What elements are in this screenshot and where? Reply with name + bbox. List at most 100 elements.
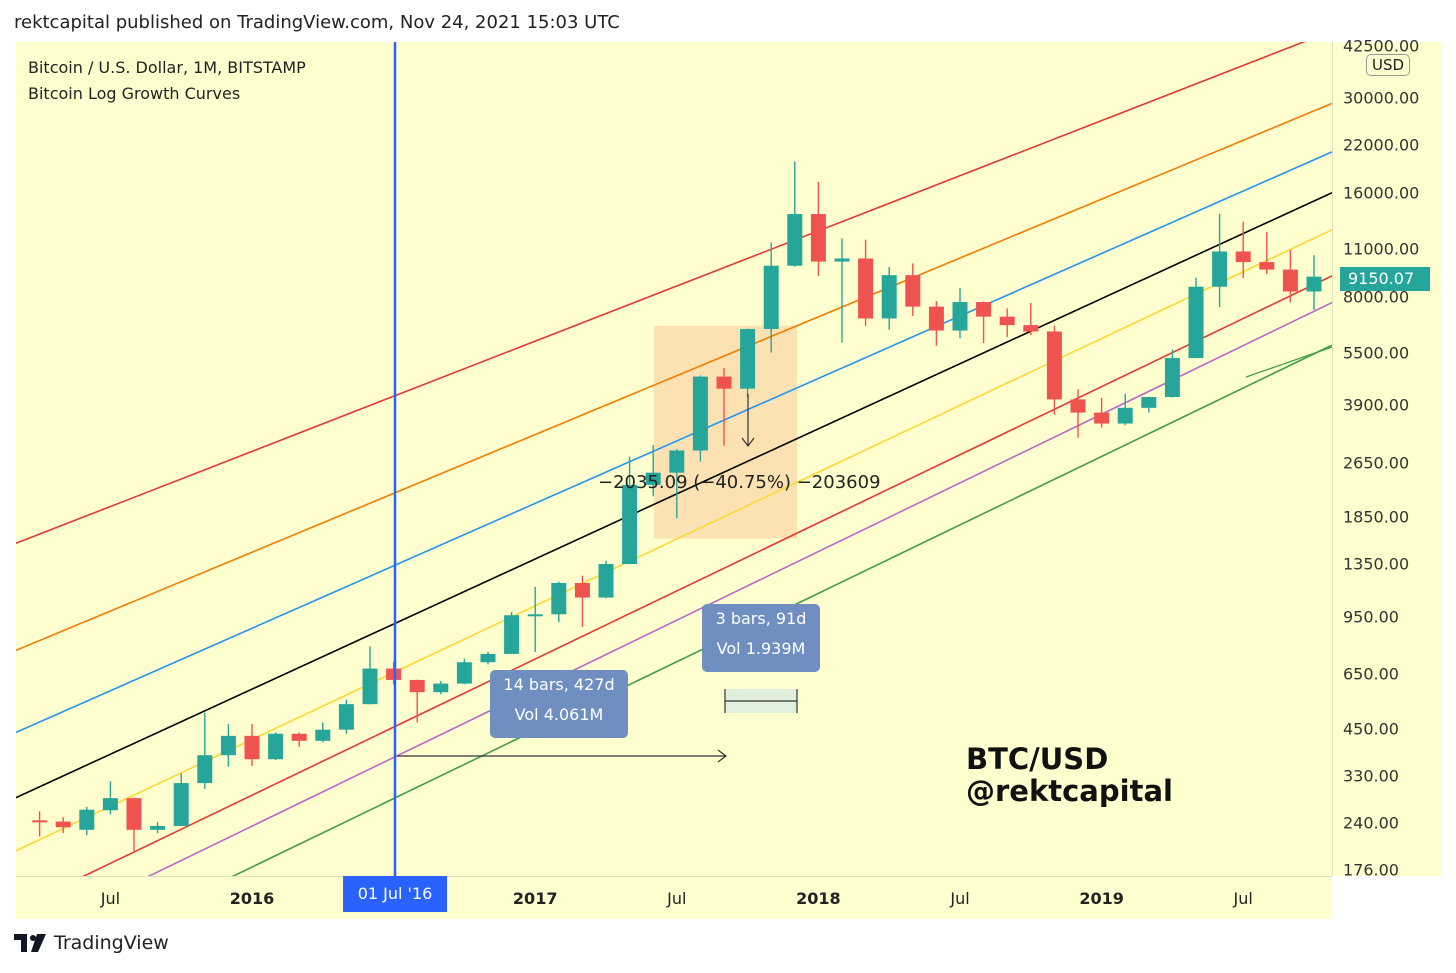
legend-indicator: Bitcoin Log Growth Curves <box>28 84 241 103</box>
candle-body-2019-02 <box>1117 407 1133 424</box>
time-tick-label: Jul <box>1233 889 1253 908</box>
candle-body-2017-05 <box>622 484 638 565</box>
measure-box-2-vol: Vol 1.939M <box>716 639 806 658</box>
price-range-label: −2035.09 (−40.75%) −203609 <box>598 472 881 493</box>
candle-body-2017-11 <box>763 265 779 329</box>
candle-body-2019-07 <box>1235 251 1251 263</box>
candle-body-2015-06 <box>79 809 95 830</box>
time-tick-label: 2018 <box>796 889 841 908</box>
candle-body-2016-09 <box>433 683 449 693</box>
candle-body-2017-08 <box>692 376 708 451</box>
candle-body-2018-06 <box>928 306 944 331</box>
growth-curve-7 <box>231 344 1332 876</box>
candle-body-2017-04 <box>598 564 614 598</box>
candle-body-2017-01 <box>527 614 543 617</box>
currency-label[interactable]: USD <box>1366 54 1411 76</box>
candle-body-2017-10 <box>740 328 756 389</box>
candle-body-2015-08 <box>126 798 142 830</box>
candle-body-2015-10 <box>173 783 189 826</box>
measure-box-1: 14 bars, 427d Vol 4.061M <box>490 670 628 738</box>
time-tick-label: 2019 <box>1079 889 1124 908</box>
price-drop-arrow-head <box>741 437 755 447</box>
candle-body-2018-05 <box>905 275 921 307</box>
measure-box-2-bars: 3 bars, 91d <box>715 609 807 628</box>
candle-body-2015-04 <box>32 820 48 823</box>
measure-arrow-1-head <box>717 749 727 763</box>
candle-body-2018-03 <box>858 258 874 319</box>
price-tick-label: 240.00 <box>1343 813 1399 833</box>
candle-body-2016-06 <box>362 668 378 705</box>
price-tick-label: 22000.00 <box>1343 135 1420 155</box>
legend-symbol: Bitcoin / U.S. Dollar, 1M, BITSTAMP <box>28 58 306 77</box>
growth-curve-1 <box>16 102 1332 652</box>
candle-body-2016-05 <box>338 704 354 730</box>
footer-brand-label: TradingView <box>54 932 169 954</box>
price-tick-label: 42500.00 <box>1343 36 1420 56</box>
candle-body-2018-07 <box>952 302 968 331</box>
candle-body-2016-10 <box>456 662 472 684</box>
candle-body-2016-02 <box>268 733 284 760</box>
candle-body-2017-02 <box>551 582 567 615</box>
candle-body-2017-12 <box>787 214 803 266</box>
measure-box-2: 3 bars, 91d Vol 1.939M <box>702 604 820 672</box>
price-tick-label: 11000.00 <box>1343 239 1420 259</box>
measure-region <box>654 325 797 539</box>
candle-body-2019-04 <box>1164 358 1180 398</box>
growth-curve-0 <box>16 42 1306 545</box>
time-tick-label: Jul <box>667 889 687 908</box>
footer-brand[interactable]: TradingView <box>14 932 169 954</box>
price-tick-label: 330.00 <box>1343 766 1399 786</box>
crosshair-date-tag: 01 Jul '16 <box>343 876 447 912</box>
time-axis[interactable]: Jul2016Jul2017Jul2018Jul2019Jul <box>16 876 1332 919</box>
candle-body-2017-07 <box>669 450 685 473</box>
last-price-tag: 9150.07 <box>1340 267 1430 291</box>
candle-body-2019-03 <box>1141 397 1157 408</box>
price-axis[interactable]: 42500.00 30000.00 22000.00 16000.00 11000.00… <box>1332 37 1441 880</box>
price-tick-label: 3900.00 <box>1343 395 1410 415</box>
growth-curve-2 <box>16 151 1332 734</box>
candle-body-2018-08 <box>976 302 992 317</box>
candle-body-2016-03 <box>291 733 307 741</box>
measure-box-1-bars: 14 bars, 427d <box>503 675 615 694</box>
candle-body-2016-11 <box>480 653 496 663</box>
candle-body-2016-08 <box>409 679 425 693</box>
watermark-author: @rektcapital <box>966 774 1173 808</box>
candle-body-2015-05 <box>55 821 71 828</box>
candle-body-2018-02 <box>834 258 850 262</box>
candle-body-2018-09 <box>999 316 1015 326</box>
candle-body-2015-12 <box>220 735 236 756</box>
candle-body-2019-06 <box>1212 251 1228 287</box>
candle-body-2017-06 <box>645 472 661 485</box>
price-tick-label: 16000.00 <box>1343 183 1420 203</box>
publish-header: rektcapital published on TradingView.com… <box>14 12 620 33</box>
watermark-symbol: BTC/USD <box>966 742 1109 776</box>
price-tick-label: 450.00 <box>1343 719 1399 739</box>
price-tick-label: 950.00 <box>1343 607 1399 627</box>
candle-body-2016-04 <box>315 729 331 741</box>
candle-body-2019-10 <box>1306 276 1322 292</box>
support-trendline <box>1245 346 1332 378</box>
candle-body-2015-09 <box>150 825 166 830</box>
measure-box-1-vol: Vol 4.061M <box>514 705 604 724</box>
price-tick-label: 176.00 <box>1343 860 1399 880</box>
candle-body-2019-01 <box>1094 412 1110 424</box>
growth-curve-3 <box>16 191 1332 799</box>
growth-curve-6 <box>147 301 1332 876</box>
chart-plot-area[interactable]: Bitcoin / U.S. Dollar, 1M, BITSTAMP Bitc… <box>16 42 1332 876</box>
growth-curve-5 <box>82 275 1332 876</box>
candle-body-2017-03 <box>574 582 590 598</box>
candlestick-chart[interactable] <box>16 42 1332 876</box>
candle-body-2015-07 <box>102 798 118 811</box>
candle-body-2019-05 <box>1188 286 1204 359</box>
price-tick-label: 1850.00 <box>1343 507 1410 527</box>
candle-body-2016-12 <box>504 615 520 654</box>
price-tick-label: 8000.00 <box>1343 287 1410 307</box>
price-tick-label: 2650.00 <box>1343 453 1410 473</box>
time-tick-label: 2017 <box>512 889 558 908</box>
candle-body-2018-04 <box>881 275 897 319</box>
candle-body-2019-09 <box>1282 269 1298 292</box>
price-tick-label: 650.00 <box>1343 664 1399 684</box>
candle-body-2018-01 <box>810 214 826 262</box>
time-tick-label: Jul <box>950 889 970 908</box>
candle-body-2018-10 <box>1023 325 1039 332</box>
